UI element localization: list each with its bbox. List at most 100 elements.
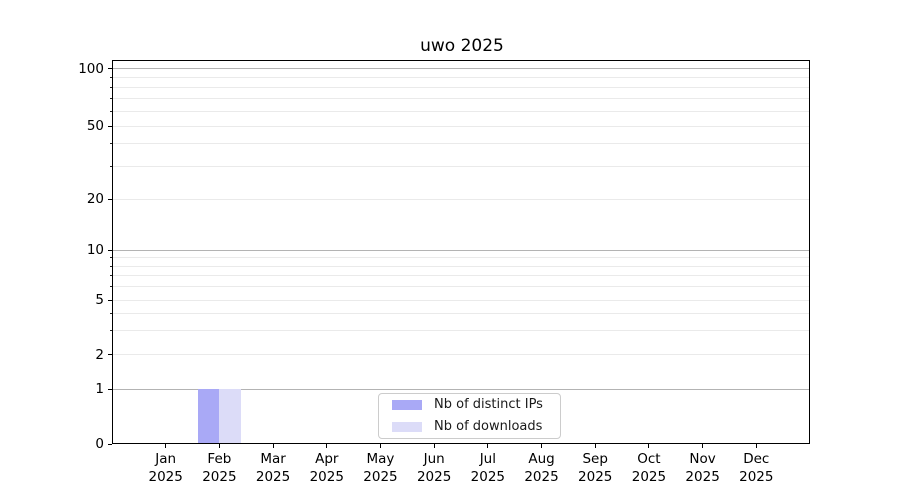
- x-tick-label-year: 2025: [685, 468, 720, 485]
- y-minor-tick-mark: [110, 275, 112, 277]
- x-tick-label-year: 2025: [470, 468, 506, 485]
- x-tick-label-month: Sep: [582, 451, 608, 467]
- gridline-minor: [112, 354, 810, 356]
- gridline-major: [112, 388, 810, 390]
- gridline-minor: [112, 265, 810, 267]
- x-tick-label: Nov 2025: [670, 451, 736, 486]
- bar-downloads: [219, 389, 241, 444]
- y-tick-label: 2: [95, 346, 104, 363]
- x-tick-label-year: 2025: [255, 468, 291, 485]
- x-tick-mark: [218, 444, 220, 448]
- x-tick-label-year: 2025: [524, 468, 559, 485]
- x-tick-label-year: 2025: [202, 468, 237, 485]
- legend-swatch-downloads-icon: [392, 422, 422, 432]
- gridline-major: [112, 249, 810, 251]
- y-tick-label: 0: [95, 436, 104, 452]
- x-tick-mark: [272, 444, 274, 448]
- y-minor-tick-mark: [110, 312, 112, 314]
- legend: Nb of distinct IPs Nb of downloads: [378, 393, 561, 439]
- x-tick-label-month: Jan: [155, 451, 177, 467]
- y-tick-mark: [108, 249, 112, 251]
- legend-label-downloads: Nb of downloads: [434, 419, 543, 434]
- x-tick-label: May 2025: [347, 451, 413, 486]
- x-tick-mark: [755, 444, 757, 448]
- x-tick-label-month: Feb: [207, 451, 232, 467]
- x-tick-label: Aug 2025: [509, 451, 575, 486]
- y-tick-label: 100: [78, 60, 104, 77]
- y-minor-tick-mark: [110, 330, 112, 332]
- x-tick-label-year: 2025: [148, 468, 183, 485]
- x-tick-label-month: Jul: [479, 451, 496, 467]
- x-tick-label: Sep 2025: [562, 451, 628, 486]
- y-tick-mark: [108, 68, 112, 70]
- bar-distinct-ips: [197, 389, 220, 444]
- y-minor-tick-mark: [110, 265, 112, 267]
- chart-title: uwo 2025: [420, 36, 504, 56]
- y-tick-mark: [108, 388, 112, 390]
- x-tick-mark: [326, 444, 328, 448]
- y-tick-mark: [108, 125, 112, 127]
- x-tick-mark: [702, 444, 704, 448]
- plot-area: [112, 60, 810, 444]
- gridline-minor: [112, 286, 810, 288]
- x-tick-label-month: Mar: [260, 451, 286, 467]
- gridline-minor: [112, 86, 810, 88]
- y-tick-mark: [108, 354, 112, 356]
- y-minor-tick-mark: [110, 110, 112, 112]
- y-tick-label: 20: [86, 191, 104, 207]
- x-tick-label: Feb 2025: [186, 451, 252, 486]
- x-tick-label: Jul 2025: [455, 451, 521, 486]
- gridline-minor: [112, 166, 810, 168]
- x-tick-label-month: Apr: [315, 451, 339, 467]
- x-tick-label-year: 2025: [363, 468, 398, 485]
- x-tick-label-year: 2025: [309, 468, 344, 485]
- x-tick-mark: [648, 444, 650, 448]
- y-tick-label: 1: [95, 381, 104, 397]
- gridline-minor: [112, 257, 810, 259]
- x-tick-label-month: Oct: [637, 451, 661, 467]
- x-tick-label-month: May: [366, 451, 395, 467]
- y-tick-label: 5: [95, 292, 104, 308]
- x-tick-mark: [379, 444, 381, 448]
- legend-label-distinct-ips: Nb of distinct IPs: [434, 397, 543, 412]
- x-tick-label: Apr 2025: [294, 451, 360, 486]
- y-minor-tick-mark: [110, 257, 112, 259]
- x-tick-mark: [487, 444, 489, 448]
- x-tick-mark: [541, 444, 543, 448]
- gridline-minor: [112, 330, 810, 332]
- y-tick-label: 10: [86, 242, 104, 258]
- y-tick-mark: [108, 299, 112, 301]
- x-tick-label-month: Dec: [743, 451, 770, 467]
- y-tick-mark: [108, 443, 112, 445]
- gridline-minor: [112, 198, 810, 200]
- gridline-minor: [112, 143, 810, 145]
- legend-item-distinct-ips: Nb of distinct IPs: [392, 395, 560, 415]
- legend-swatch-distinct-ips-icon: [392, 400, 422, 410]
- x-tick-label-month: Jun: [423, 451, 445, 467]
- x-tick-label: Dec 2025: [723, 451, 789, 486]
- y-minor-tick-mark: [110, 77, 112, 79]
- y-minor-tick-mark: [110, 166, 112, 168]
- y-tick-mark: [108, 198, 112, 200]
- gridline-major: [112, 68, 810, 70]
- gridline-minor: [112, 77, 810, 79]
- gridline-minor: [112, 110, 810, 112]
- x-tick-label-month: Aug: [528, 451, 555, 467]
- gridline-minor: [112, 125, 810, 127]
- gridline-minor: [112, 299, 810, 301]
- x-tick-label-month: Nov: [689, 451, 716, 467]
- x-tick-label: Jan 2025: [133, 451, 199, 486]
- legend-item-downloads: Nb of downloads: [392, 417, 560, 437]
- gridline-minor: [112, 312, 810, 314]
- gridline-minor: [112, 275, 810, 277]
- x-tick-label-year: 2025: [578, 468, 613, 485]
- x-tick-label: Mar 2025: [240, 451, 306, 486]
- x-tick-label: Jun 2025: [401, 451, 467, 486]
- y-tick-label: 50: [86, 118, 104, 134]
- y-minor-tick-mark: [110, 286, 112, 288]
- y-minor-tick-mark: [110, 143, 112, 145]
- x-tick-label-year: 2025: [739, 468, 774, 485]
- y-minor-tick-mark: [110, 97, 112, 99]
- x-tick-label-year: 2025: [631, 468, 667, 485]
